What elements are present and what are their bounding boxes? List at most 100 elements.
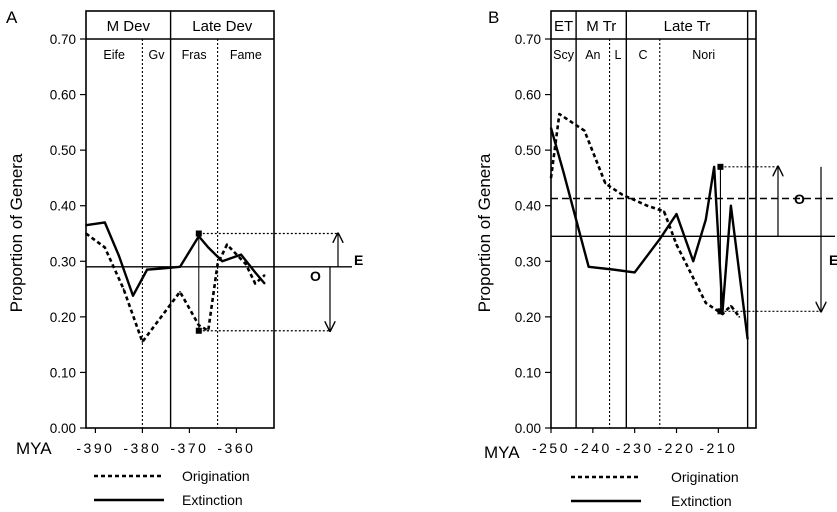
chart-panel-B: B Proportion of Genera ET M Tr Late Tr Scy An L…	[475, 8, 837, 509]
series-line-origination	[85, 232, 266, 344]
x-axis-label: MYA	[484, 443, 520, 462]
data-point-origination	[646, 204, 649, 207]
y-tick-label: 0.50	[515, 143, 541, 158]
data-point-extinction	[146, 268, 149, 271]
y-tick-label: 0.10	[50, 365, 76, 380]
data-point-extinction	[103, 221, 106, 224]
y-tick-label: 0.10	[515, 365, 541, 380]
data-point-extinction	[118, 254, 120, 257]
data-point-extinction	[587, 265, 590, 268]
data-point-extinction	[254, 271, 257, 274]
x-tick-label: -220	[657, 440, 695, 456]
y-tick-label: 0.50	[50, 143, 76, 158]
legend-label: Extinction	[182, 492, 243, 508]
data-point-extinction	[658, 238, 661, 240]
panel-label: A	[6, 8, 18, 27]
data-point-origination	[103, 246, 106, 249]
x-tick-label: -250	[532, 440, 570, 456]
y-tick-label: 0.00	[50, 421, 76, 436]
data-point-origination	[621, 193, 624, 196]
stage-label: Scy	[553, 48, 575, 62]
x-axis-label: MYA	[16, 439, 52, 458]
annotation-label: O	[794, 191, 805, 207]
data-point-origination	[254, 282, 257, 285]
data-point-origination	[692, 277, 695, 279]
data-point-extinction	[633, 271, 636, 274]
x-tick-label: -210	[699, 440, 737, 456]
data-point-extinction	[160, 267, 163, 270]
data-point-origination	[550, 177, 552, 179]
data-point-origination	[179, 290, 181, 293]
data-point-extinction	[562, 171, 565, 174]
data-point-origination	[663, 210, 665, 213]
data-point-extinction	[612, 268, 615, 271]
data-point-extinction	[263, 282, 266, 285]
data-point-extinction	[179, 265, 181, 268]
stage-label: Fame	[230, 48, 262, 62]
data-point-origination	[738, 315, 741, 318]
y-axis-label: Proportion of Genera	[475, 153, 494, 312]
data-point-origination	[122, 288, 125, 290]
y-tick-label: 0.20	[50, 310, 76, 325]
stage-label: Fras	[182, 48, 207, 62]
data-point-origination	[244, 263, 247, 265]
epoch-label: Late Dev	[192, 18, 253, 35]
y-tick-label: 0.60	[515, 88, 541, 103]
y-tick-label: 0.20	[515, 310, 541, 325]
data-point-origination	[160, 315, 163, 318]
data-point-extinction	[746, 338, 749, 340]
y-tick-label: 0.40	[50, 199, 76, 214]
x-tick-label: -360	[217, 440, 255, 456]
stage-label: Nori	[692, 48, 715, 62]
data-point-extinction	[85, 224, 87, 227]
y-tick-label: 0.00	[515, 421, 541, 436]
y-tick-label: 0.60	[50, 88, 76, 103]
data-point-extinction	[132, 294, 134, 297]
x-tick-label: -370	[170, 440, 208, 456]
epoch-label: M Tr	[586, 18, 616, 35]
data-point-origination	[558, 113, 561, 115]
annotation-label: O	[310, 268, 321, 284]
data-point-extinction	[713, 165, 716, 168]
data-point-origination	[216, 263, 219, 265]
y-tick-label: 0.30	[50, 254, 76, 269]
annotation-label: E	[829, 252, 837, 268]
y-tick-label: 0.30	[515, 254, 541, 269]
data-point-extinction	[704, 218, 707, 221]
data-point-origination	[583, 129, 586, 132]
data-point-origination	[226, 243, 228, 246]
epoch-label: M Dev	[107, 18, 151, 35]
stage-label: Eife	[103, 48, 125, 62]
legend-label: Origination	[671, 469, 739, 485]
data-point-origination	[704, 302, 707, 304]
x-tick-label: -380	[123, 440, 161, 456]
data-point-origination	[141, 340, 144, 343]
y-tick-label: 0.40	[515, 199, 541, 214]
stage-label: An	[585, 48, 600, 62]
legend-label: Origination	[182, 468, 250, 484]
x-tick-label: -230	[616, 440, 654, 456]
epoch-label: Late Tr	[664, 18, 711, 35]
stage-label: Gv	[149, 48, 166, 62]
data-point-extinction	[550, 127, 552, 129]
annotation-label: E	[354, 252, 363, 268]
data-point-origination	[604, 182, 607, 185]
series-line-origination	[549, 112, 741, 318]
data-point-origination	[729, 304, 732, 307]
stage-label: C	[639, 48, 648, 62]
y-tick-label: 0.70	[50, 32, 76, 47]
series-line-extinction	[85, 221, 266, 297]
panel-label: B	[488, 8, 499, 27]
y-tick-label: 0.70	[515, 32, 541, 47]
data-point-extinction	[729, 204, 732, 207]
data-point-extinction	[240, 253, 243, 256]
x-tick-label: -240	[574, 440, 612, 456]
x-tick-label: -390	[76, 440, 114, 456]
plot-frame	[85, 10, 275, 429]
epoch-label: ET	[554, 18, 573, 35]
stage-label: L	[614, 48, 621, 62]
legend-label: Extinction	[671, 493, 732, 509]
series-line-extinction	[549, 127, 749, 340]
data-point-extinction	[675, 213, 678, 215]
